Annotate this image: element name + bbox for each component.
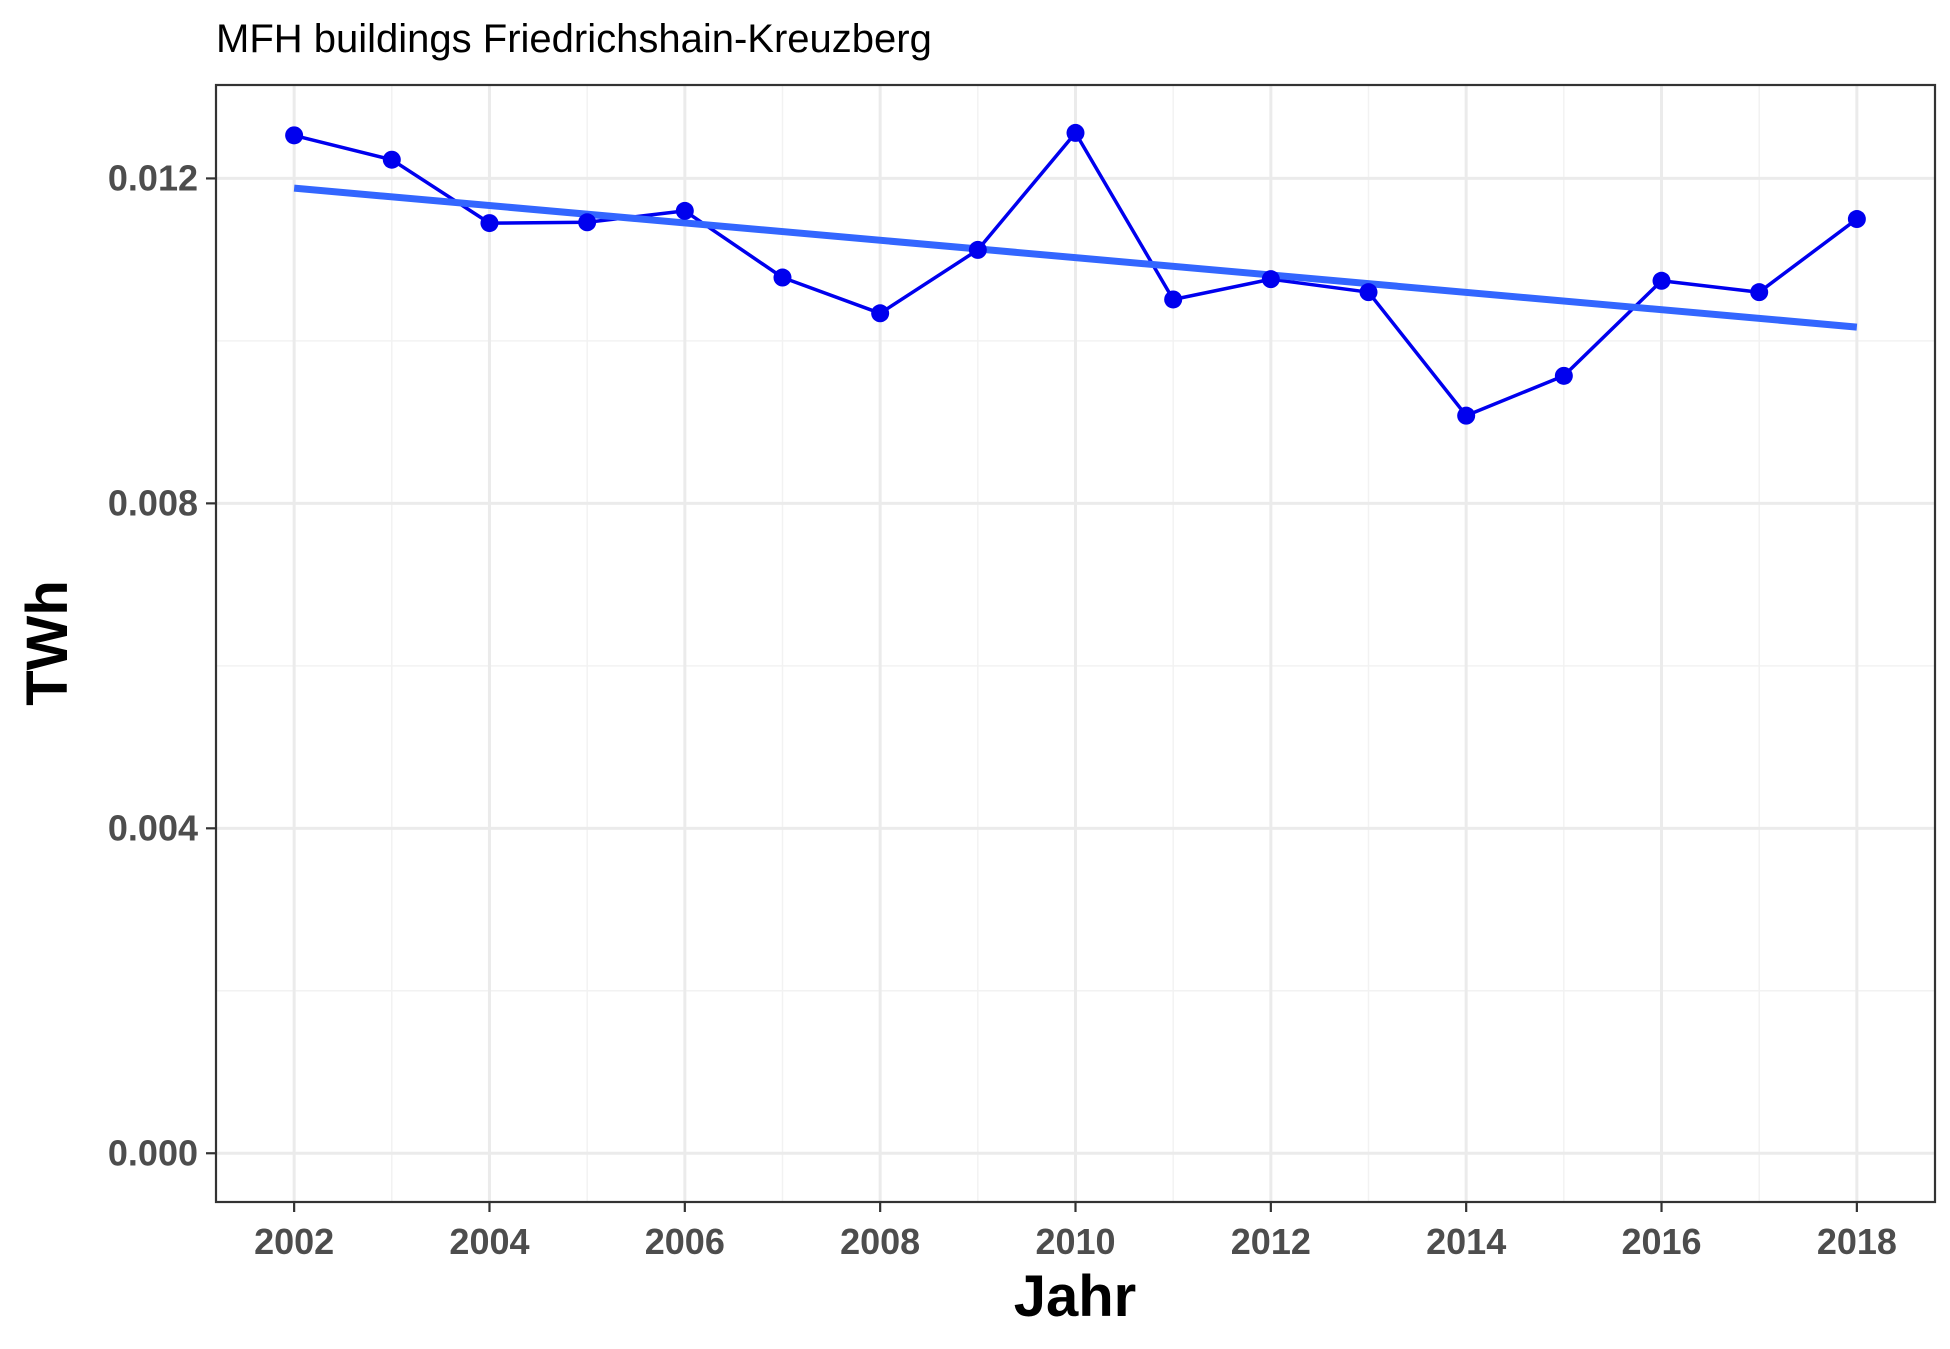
data-point [1457,406,1476,425]
x-tick-label: 2004 [449,1221,529,1262]
x-tick-label: 2012 [1231,1221,1311,1262]
y-axis: 0.000 0.004 0.008 0.012 [108,157,216,1173]
data-point [1066,123,1085,142]
data-point [480,214,499,233]
data-point [1750,283,1769,302]
data-point [1359,283,1378,302]
x-tick-label: 2018 [1817,1221,1897,1262]
x-tick-label: 2010 [1035,1221,1115,1262]
trend-line [293,184,1858,331]
y-tick-label: 0.004 [108,807,198,848]
chart-title: MFH buildings Friedrichshain-Kreuzberg [216,17,932,61]
data-point [285,126,304,145]
data-point [578,213,597,232]
data-point [1847,210,1866,229]
x-tick-label: 2008 [840,1221,920,1262]
x-tick-label: 2002 [254,1221,334,1262]
data-point [773,268,792,287]
data-point [675,201,694,220]
x-axis: 2002 2004 2006 2008 2010 2012 2014 2016 2018 [254,1202,1897,1262]
y-tick-label: 0.008 [108,482,198,523]
y-tick-label: 0.012 [108,157,198,198]
plot-area [285,123,1866,425]
major-gridlines [216,85,1935,1202]
data-point [1164,290,1183,309]
data-point [1554,366,1573,385]
x-tick-label: 2006 [645,1221,725,1262]
data-point [1261,270,1280,289]
data-point [968,240,987,259]
x-axis-title: Jahr [1014,1264,1137,1329]
data-point [871,304,890,323]
data-point [382,150,401,169]
y-tick-label: 0.000 [108,1132,198,1173]
y-axis-title: TWh [15,580,80,706]
x-tick-label: 2016 [1621,1221,1701,1262]
x-tick-label: 2014 [1426,1221,1506,1262]
data-point [1652,271,1671,290]
